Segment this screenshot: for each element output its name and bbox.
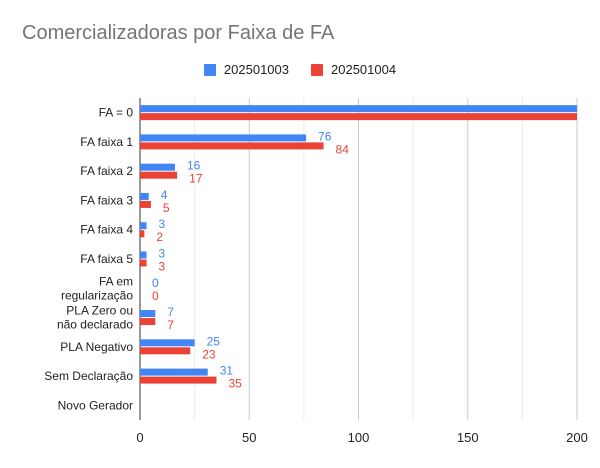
data-label-series-1: 76 <box>318 129 332 143</box>
bar-series-1 <box>140 368 208 376</box>
data-label-series-1: 3 <box>159 247 166 261</box>
bar-series-1 <box>140 192 149 200</box>
category-label: FA = 0 <box>99 106 134 120</box>
data-label-series-1: 4 <box>161 188 168 202</box>
data-label-series-2: 23 <box>202 347 216 361</box>
category-label: Novo Gerador <box>58 398 133 412</box>
data-label-series-2: 0 <box>152 289 159 303</box>
chart-title: Comercializadoras por Faixa de FA <box>22 22 335 44</box>
data-label-series-1: 0 <box>152 276 159 290</box>
category-label: FA faixa 5 <box>80 252 133 266</box>
legend-swatch-series-1 <box>203 63 216 76</box>
legend-label-series-1: 202501003 <box>223 62 289 77</box>
data-label-series-1: 25 <box>207 334 221 348</box>
x-tick-label: 0 <box>136 430 143 445</box>
bar-series-1 <box>140 222 147 230</box>
bar-series-1 <box>140 339 195 347</box>
bar-series-1 <box>140 310 156 318</box>
category-label: FA faixa 1 <box>80 135 133 149</box>
bar-series-2 <box>140 318 156 326</box>
x-tick-label: 200 <box>566 430 588 445</box>
x-tick-label: 50 <box>242 430 256 445</box>
bar-series-1 <box>140 163 175 171</box>
bar-series-2 <box>140 376 217 384</box>
data-label-series-1: 7 <box>167 305 174 319</box>
bar-series-1 <box>140 251 147 259</box>
bar-series-1 <box>140 105 577 113</box>
legend-label-series-2: 202501004 <box>331 62 397 77</box>
data-label-series-2: 35 <box>228 377 242 391</box>
legend-item-series-1: 202501003 <box>203 62 289 77</box>
bar-series-1 <box>140 134 307 142</box>
legend: 202501003 202501004 <box>0 62 600 77</box>
bar-series-2 <box>140 171 178 179</box>
x-tick-label: 150 <box>457 430 479 445</box>
category-label: PLA Zero ou não declarado <box>57 304 133 332</box>
data-label-series-2: 3 <box>159 260 166 274</box>
legend-swatch-series-2 <box>311 63 323 76</box>
bar-series-2 <box>140 230 145 238</box>
bar-series-2 <box>140 347 191 355</box>
bar-series-2 <box>140 113 577 121</box>
category-label: FA faixa 2 <box>80 164 133 178</box>
data-label-series-2: 17 <box>189 172 203 186</box>
data-label-series-2: 2 <box>156 230 163 244</box>
bar-series-2 <box>140 142 324 150</box>
category-label: FA faixa 3 <box>80 193 133 207</box>
data-label-series-1: 31 <box>220 364 234 378</box>
category-label: Sem Declaração <box>44 369 133 383</box>
data-label-series-1: 3 <box>159 217 166 231</box>
legend-item-series-2: 202501004 <box>311 62 396 77</box>
category-label: FA faixa 4 <box>80 223 133 237</box>
category-label: FA em regularização <box>61 274 133 302</box>
category-label: PLA Negativo <box>60 340 133 354</box>
data-label-series-1: 16 <box>187 159 201 173</box>
bar-series-2 <box>140 259 147 267</box>
data-label-series-2: 5 <box>163 201 170 215</box>
x-tick-label: 100 <box>348 430 370 445</box>
bar-series-2 <box>140 200 151 208</box>
data-label-series-2: 84 <box>336 142 350 156</box>
data-label-series-2: 7 <box>167 318 174 332</box>
